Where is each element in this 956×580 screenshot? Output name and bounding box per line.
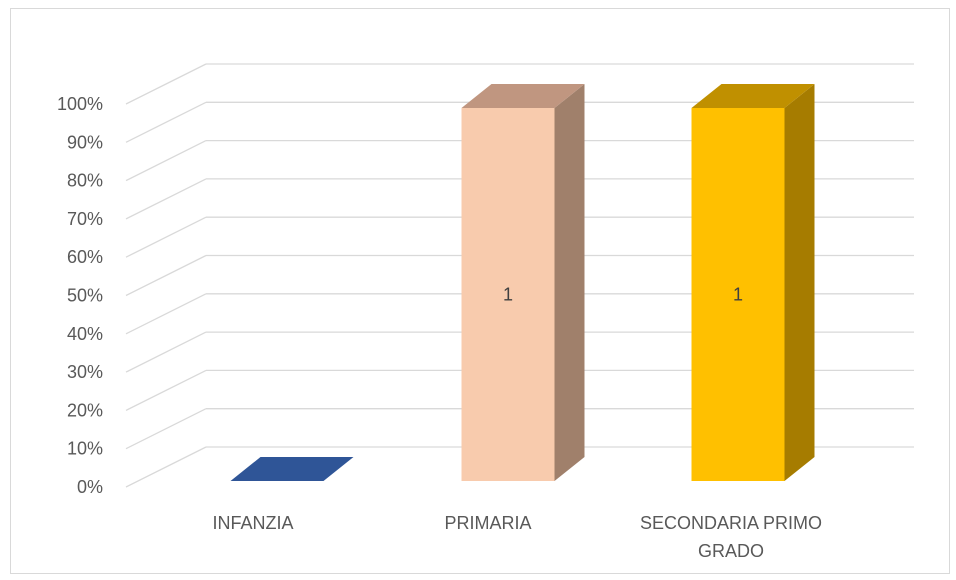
y-tick-label: 30% [67, 362, 103, 382]
bar-front [461, 108, 555, 481]
y-tick-label: 90% [67, 132, 103, 152]
y-tick-label: 70% [67, 209, 103, 229]
data-label: 1 [503, 285, 513, 305]
bar-side [784, 84, 815, 481]
bar-top [230, 457, 354, 481]
bar [230, 457, 354, 481]
y-tick-label: 100% [57, 94, 103, 114]
bar-top [461, 84, 585, 108]
y-tick-label: 20% [67, 400, 103, 420]
x-tick-label: PRIMARIA [444, 513, 531, 533]
bar [461, 84, 585, 481]
y-tick-label: 80% [67, 171, 103, 191]
y-tick-label: 10% [67, 439, 103, 459]
bar-chart: 0% 10% 20% 30% 40% 50% 60% 70% 80% 90% 100% INFANZI… [57, 63, 914, 561]
gridline [125, 63, 914, 105]
bar-top [691, 84, 815, 108]
data-label: 1 [733, 285, 743, 305]
x-tick-label: SECONDARIA PRIMO GRADO [640, 513, 822, 561]
bar [691, 84, 815, 481]
y-tick-label: 50% [67, 286, 103, 306]
bar-side [554, 84, 585, 481]
y-tick-label: 40% [67, 324, 103, 344]
y-tick-label: 60% [67, 247, 103, 267]
x-tick-label: INFANZIA [212, 513, 293, 533]
y-tick-label: 0% [77, 477, 103, 497]
bar-front [691, 108, 785, 481]
chart-frame: 0% 10% 20% 30% 40% 50% 60% 70% 80% 90% 100% INFANZI… [10, 8, 950, 574]
